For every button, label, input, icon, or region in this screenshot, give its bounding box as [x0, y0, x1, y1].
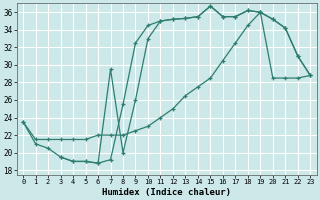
X-axis label: Humidex (Indice chaleur): Humidex (Indice chaleur) [102, 188, 231, 197]
